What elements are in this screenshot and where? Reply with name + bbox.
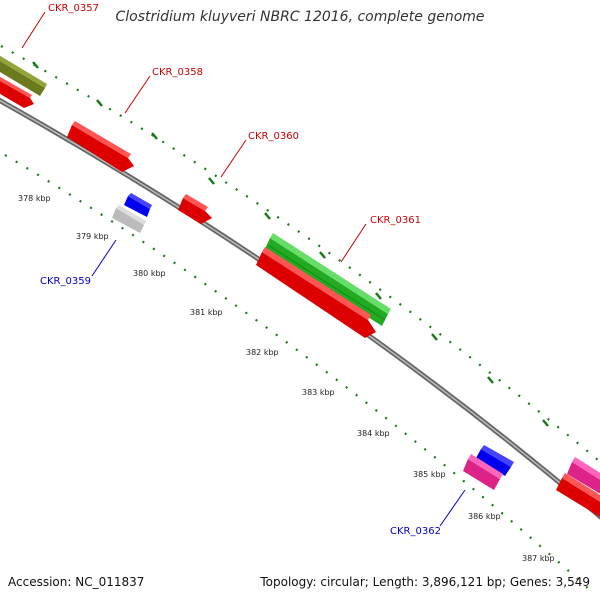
tick-label: 381 kbp [190,308,223,317]
gene-CKR_0357-red[interactable] [0,75,34,108]
gene-CKR_0361-red[interactable] [256,247,376,338]
gene-CKR_0362-blue[interactable] [476,445,514,476]
gene-label-CKR_0358[interactable]: CKR_0358 [152,67,203,78]
gene-label-CKR_0359[interactable]: CKR_0359 [40,276,91,287]
gene-CKR_0361[interactable] [264,233,391,326]
tick-label: 386 kbp [468,512,501,521]
gene-CKR_0357-olive[interactable] [0,54,47,96]
label-callouts [21,11,466,527]
gene-CKR_0358[interactable] [67,121,134,172]
tick-label: 385 kbp [413,470,446,479]
gene-labels: CKR_0357 CKR_0358 CKR_0359 CKR_0360 CKR_… [40,3,441,537]
gene-label-CKR_0357[interactable]: CKR_0357 [48,3,99,14]
tick-label: 380 kbp [133,269,166,278]
tick-label: 378 kbp [18,194,51,203]
gene-right-pink[interactable] [567,457,600,496]
tick-label: 379 kbp [76,232,109,241]
genome-summary-text: Topology: circular; Length: 3,896,121 bp… [260,575,590,589]
gene-label-CKR_0361[interactable]: CKR_0361 [370,215,421,226]
gene-right-red[interactable] [556,473,600,520]
gene-CKR_0359[interactable] [112,205,146,233]
kbp-labels: 378 kbp 379 kbp 380 kbp 381 kbp 382 kbp … [18,194,555,563]
gene-CKR_0359-blue[interactable] [124,193,152,217]
accession-text: Accession: NC_011837 [8,575,145,589]
inner-tick-ring [4,154,591,591]
tick-label: 382 kbp [246,348,279,357]
gene-label-CKR_0360[interactable]: CKR_0360 [248,131,299,142]
tick-label: 383 kbp [302,388,335,397]
gene-label-CKR_0362[interactable]: CKR_0362 [390,526,441,537]
tick-label: 384 kbp [357,429,390,438]
gene-CKR_0362[interactable] [463,454,503,490]
map-title: Clostridium kluyveri NBRC 12016, complet… [115,9,485,25]
gene-CKR_0360[interactable] [178,194,212,224]
major-ticks [32,61,549,427]
tick-label: 387 kbp [522,554,555,563]
